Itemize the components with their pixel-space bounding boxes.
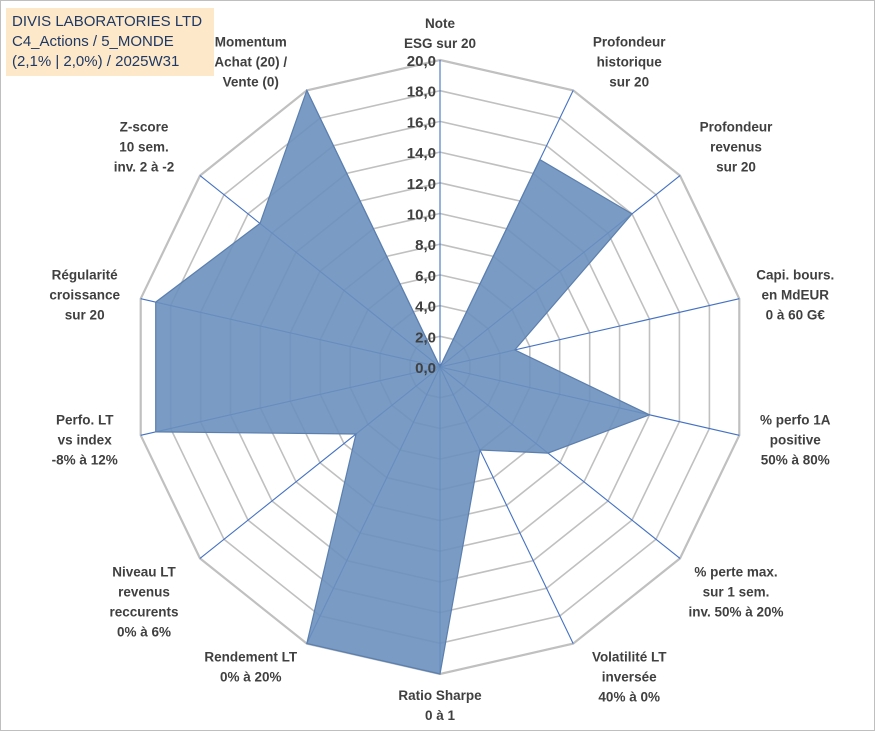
axis-label: Profondeur revenus sur 20 [700,120,773,175]
tick-label: 4,0 [415,299,436,316]
axis-label: Z-score 10 sem. inv. 2 à -2 [114,120,175,175]
tick-label: 8,0 [415,237,436,254]
tick-label: 0,0 [415,360,436,377]
axis-label: Ratio Sharpe 0 à 1 [398,688,482,723]
tick-label: 20,0 [407,53,436,70]
tick-label: 18,0 [407,84,436,101]
title-line-2: C4_Actions / 5_MONDE [12,33,174,50]
axis-label: Momentum Achat (20) / Vente (0) [214,34,287,89]
axis-label: Niveau LT revenus reccurents 0% à 6% [109,564,178,639]
series-area [155,88,652,675]
series-area-layer [155,88,652,675]
axis-label: Note ESG sur 20 [404,16,476,51]
tick-label: 2,0 [415,329,436,346]
title-line-1: DIVIS LABORATORIES LTD [12,13,203,30]
axis-label: Rendement LT 0% à 20% [204,650,298,685]
axis-label-layer: Note ESG sur 20 Profondeur historique sur 20… [49,16,834,723]
tick-label: 6,0 [415,268,436,285]
chart-title-box: DIVIS LABORATORIES LTD C4_Actions / 5_MO… [6,8,214,76]
axis-label: Capi. bours. en MdEUR 0 à 60 G€ [756,268,834,323]
axis-label: Volatilité LT inversée 40% à 0% [592,650,667,705]
tick-label-layer: 0,0 2,0 4,0 6,0 8,0 10,0 12,0 14,0 16,0 18,0 20,0 [407,53,436,377]
axis-label: % perfo 1A positive 50% à 80% [760,412,831,467]
axis-label: Régularité croissance sur 20 [49,268,120,323]
tick-label: 12,0 [407,176,436,193]
tick-label: 14,0 [407,145,436,162]
tick-label: 16,0 [407,114,436,131]
tick-label: 10,0 [407,207,436,224]
axis-label: Profondeur historique sur 20 [593,34,666,89]
axis-label: Perfo. LT vs index -8% à 12% [52,412,118,467]
axis-label: % perte max. sur 1 sem. inv. 50% à 20% [688,564,783,619]
title-line-3: (2,1% | 2,0%) / 2025W31 [12,53,180,70]
